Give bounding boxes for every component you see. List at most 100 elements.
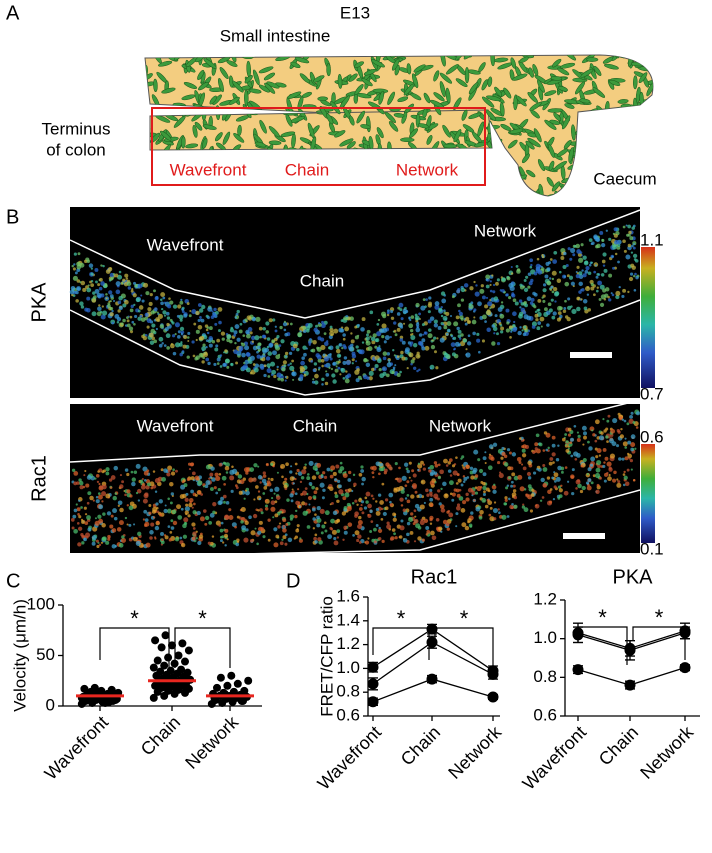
- cell-signal: [582, 426, 587, 431]
- region-label: Network: [396, 160, 459, 179]
- cell-signal: [372, 498, 374, 500]
- cell-signal: [273, 375, 276, 378]
- cell-signal: [218, 488, 221, 491]
- cell-signal: [408, 341, 411, 344]
- cell: [373, 170, 389, 181]
- cell-signal: [143, 510, 147, 514]
- cell-signal: [403, 508, 407, 512]
- cell-signal: [208, 521, 212, 525]
- cell-signal: [415, 328, 420, 333]
- cell-signal: [444, 353, 449, 358]
- cell-signal: [224, 529, 228, 533]
- cell-signal: [220, 529, 224, 533]
- cell-signal: [313, 328, 317, 332]
- cell-signal: [490, 507, 493, 510]
- cell-signal: [344, 531, 348, 535]
- cell-signal: [383, 357, 387, 361]
- cell-signal: [145, 518, 149, 522]
- cell-signal: [374, 540, 377, 543]
- data-point: [175, 652, 183, 660]
- cell-signal: [574, 425, 577, 428]
- cell-signal: [265, 321, 269, 325]
- cell-signal: [343, 473, 348, 478]
- cell-signal: [448, 469, 452, 473]
- cell-signal: [219, 473, 222, 476]
- cell-signal: [134, 315, 137, 318]
- cell-signal: [198, 491, 202, 495]
- cell-signal: [588, 272, 592, 276]
- cell-signal: [596, 244, 601, 249]
- cell-signal: [254, 335, 259, 340]
- cell-signal: [397, 328, 401, 332]
- cell-signal: [383, 512, 387, 516]
- cell-signal: [98, 483, 100, 485]
- cell-signal: [268, 539, 271, 542]
- cell-signal: [314, 374, 319, 379]
- cell-signal: [93, 295, 97, 299]
- cell-signal: [307, 525, 311, 529]
- cell-signal: [175, 322, 180, 327]
- cell-signal: [216, 339, 220, 343]
- cell: [596, 148, 608, 159]
- cell-signal: [421, 480, 426, 485]
- cell-signal: [509, 452, 512, 455]
- cell-signal: [295, 536, 298, 539]
- cell-signal: [193, 355, 196, 358]
- cell-signal: [373, 528, 377, 532]
- cell-signal: [259, 508, 263, 512]
- cell-signal: [105, 472, 109, 476]
- cell-signal: [563, 307, 566, 310]
- cell-signal: [173, 521, 177, 525]
- cell-signal: [375, 339, 378, 342]
- cell-signal: [197, 541, 201, 545]
- cell-signal: [342, 511, 346, 515]
- cell-signal: [446, 464, 449, 467]
- cell-signal: [168, 525, 171, 528]
- cell-signal: [507, 448, 510, 451]
- cell-signal: [567, 297, 570, 300]
- cell-signal: [454, 488, 457, 491]
- cell-signal: [205, 480, 210, 485]
- panel-label: B: [6, 206, 19, 228]
- cell-signal: [378, 493, 381, 496]
- cell-signal: [325, 373, 329, 377]
- cell-signal: [470, 511, 473, 514]
- cell-signal: [608, 415, 611, 418]
- cell: [343, 163, 356, 168]
- cell-signal: [299, 537, 301, 539]
- cell-signal: [366, 333, 369, 336]
- cell-signal: [97, 481, 99, 483]
- cell-signal: [114, 466, 119, 471]
- cell-signal: [72, 526, 75, 529]
- cell-signal: [182, 480, 185, 483]
- cell-signal: [564, 491, 569, 496]
- cell-signal: [443, 459, 448, 464]
- cell-signal: [542, 496, 545, 499]
- cell-signal: [159, 513, 162, 516]
- cell-signal: [535, 504, 540, 509]
- cell-signal: [121, 282, 123, 284]
- cell-signal: [467, 518, 472, 523]
- cell-signal: [349, 347, 354, 352]
- cell-signal: [500, 326, 504, 330]
- data-point: [213, 684, 221, 692]
- cell: [242, 149, 254, 155]
- significance-star: *: [198, 606, 207, 631]
- cell-signal: [181, 508, 184, 511]
- cell-signal: [485, 505, 489, 509]
- cell: [465, 67, 469, 83]
- cell-signal: [379, 500, 384, 505]
- cell-signal: [618, 457, 621, 460]
- cell-signal: [290, 323, 293, 326]
- cell-signal: [407, 367, 409, 369]
- cell-signal: [333, 537, 336, 540]
- cell-signal: [220, 365, 223, 368]
- cell-signal: [258, 490, 260, 492]
- cell-signal: [583, 431, 587, 435]
- cell-signal: [84, 470, 86, 472]
- cell-signal: [583, 436, 587, 440]
- chart-title: PKA: [612, 566, 653, 588]
- cell-signal: [387, 362, 392, 367]
- cell-signal: [627, 469, 630, 472]
- cell-signal: [325, 382, 328, 385]
